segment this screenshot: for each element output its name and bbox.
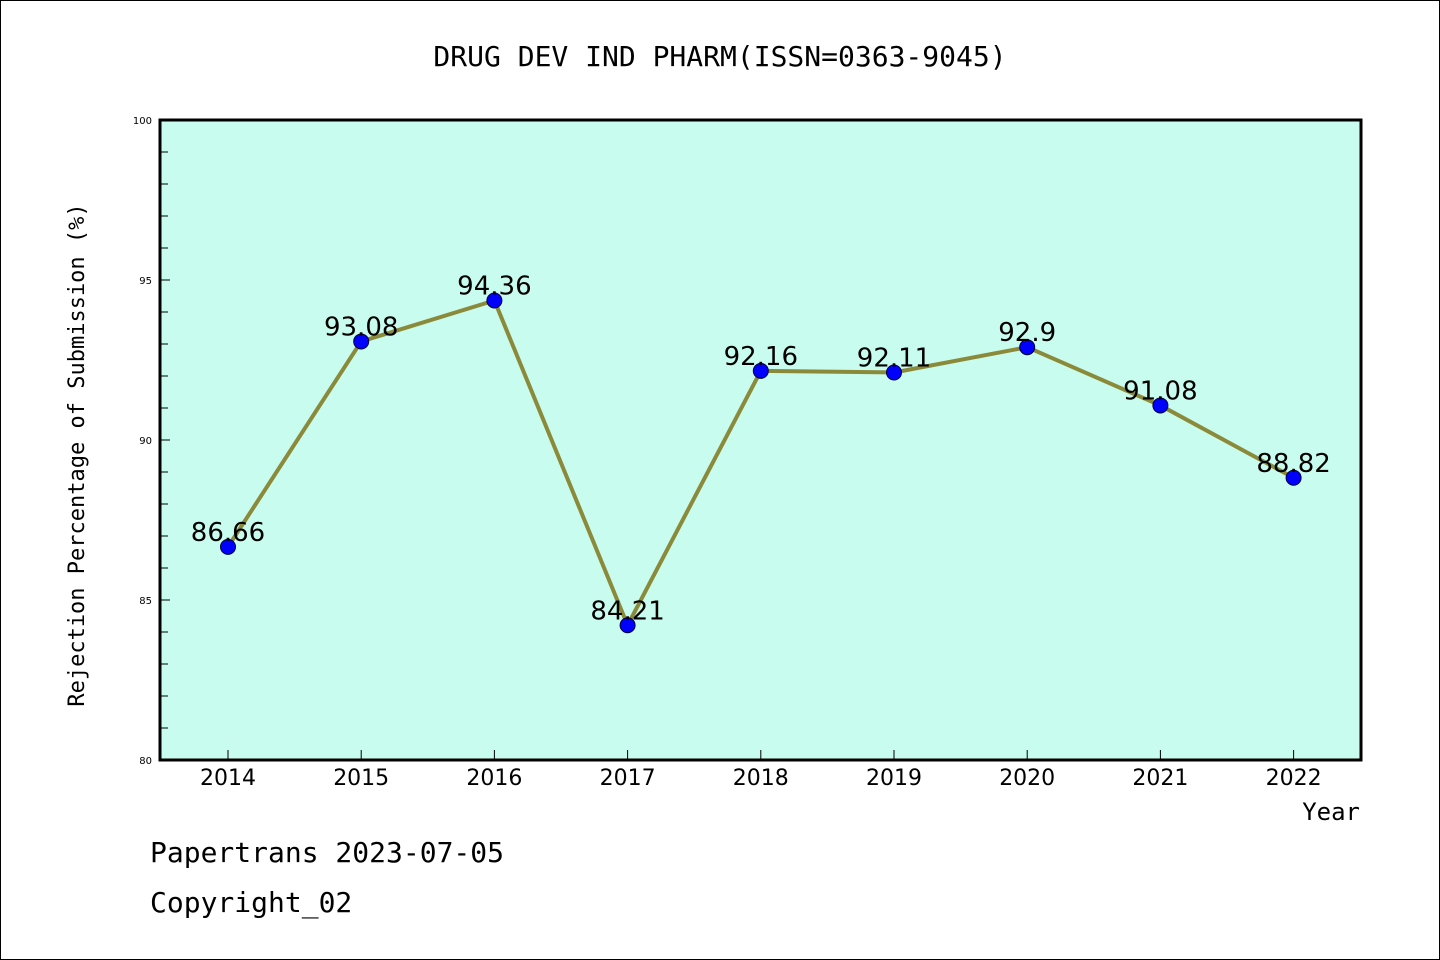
x-tick-label: 2016 [466,766,522,791]
data-point-marker [220,538,236,555]
data-label: 91.08 [1123,376,1197,406]
y-tick-label: 85 [139,596,152,607]
x-tick-label: 2015 [333,766,389,791]
data-point-marker [486,292,503,309]
x-axis-label: Year [1302,798,1360,826]
data-label: 94.36 [457,271,531,301]
data-label: 92.9 [998,318,1056,348]
x-tick-label: 2018 [733,766,789,791]
x-tick-label: 2020 [999,766,1055,791]
x-tick-label: 2014 [200,766,256,791]
y-axis-ticks: 80 85 90 95 100 [133,116,170,767]
data-point-marker [886,364,902,381]
data-point-marker [752,362,769,379]
chart-title: DRUG DEV IND PHARM(ISSN=0363-9045) [433,40,1006,73]
data-point-marker [353,333,370,350]
x-tick-label: 2019 [866,766,922,791]
data-point-marker [1285,469,1302,486]
x-tick-label: 2022 [1266,766,1322,791]
data-label: 92.16 [724,342,798,372]
footer-date-line: Papertrans 2023-07-05 [150,836,505,869]
y-tick-label: 90 [139,436,152,447]
x-tick-label: 2017 [600,766,656,791]
y-tick-label: 95 [139,276,152,287]
data-point-marker [1019,339,1036,356]
data-label: 92.11 [857,343,931,373]
data-label: 84.21 [590,596,664,626]
y-tick-label: 100 [133,116,152,127]
x-tick-label: 2021 [1132,766,1188,791]
footer-copyright-line: Copyright_02 [150,886,353,919]
y-axis-label: Rejection Percentage of Submission (%) [65,203,90,706]
data-point-marker [619,617,636,634]
data-point-marker [1152,397,1169,414]
plot-area [158,118,1363,762]
data-labels: 86.66 93.08 94.36 84.21 92.16 92.11 92.9 91.08 8… [191,271,1331,626]
data-label: 86.66 [191,518,265,548]
data-markers [220,292,1302,634]
data-label: 88.82 [1256,449,1330,479]
data-label: 93.08 [324,312,398,342]
x-axis-ticks: 2014 2015 2016 2017 2018 2019 2020 2021 2022 [200,750,1322,791]
y-tick-label: 80 [139,756,152,767]
